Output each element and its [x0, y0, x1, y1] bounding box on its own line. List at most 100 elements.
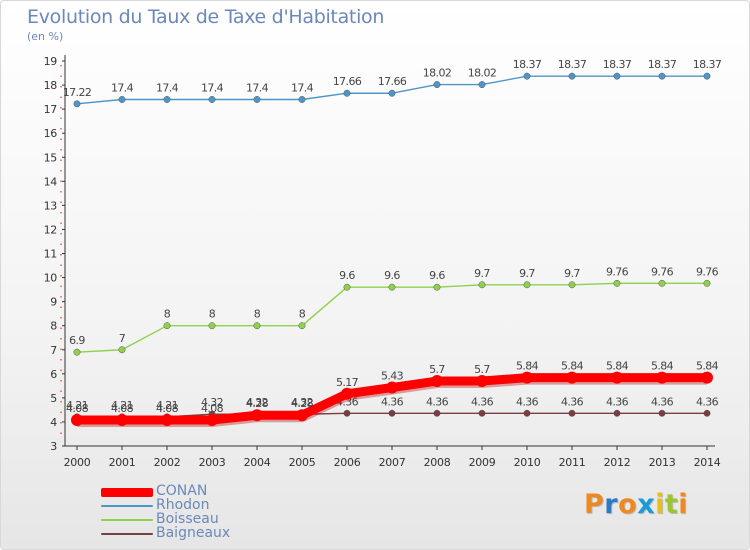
data-point-conan	[521, 371, 533, 384]
data-point-baigneaux	[703, 409, 711, 417]
data-point-rhodon	[613, 72, 621, 80]
y-tick-label: 11	[44, 248, 57, 261]
data-point-boisseau	[73, 348, 81, 356]
data-label-rhodon: 17.4	[291, 82, 314, 95]
series-line-boisseau	[76, 282, 707, 353]
data-point-conan	[386, 381, 398, 394]
y-tick-label: 9	[50, 296, 57, 309]
data-point-rhodon	[73, 100, 81, 108]
x-tick-label: 2013	[649, 456, 676, 469]
data-label-baigneaux: 4.32	[201, 396, 223, 409]
chart-title: Evolution du Taux de Taxe d'Habitation	[27, 6, 385, 28]
y-tick-label: 19	[44, 55, 58, 68]
data-label-baigneaux: 4.36	[381, 395, 404, 408]
data-point-rhodon	[253, 96, 261, 103]
data-label-boisseau: 8	[299, 308, 306, 321]
data-label-boisseau: 9.7	[564, 267, 580, 280]
data-label-boisseau: 7	[119, 332, 126, 345]
data-point-boisseau	[253, 322, 261, 330]
data-point-conan	[611, 371, 623, 384]
x-tick-label: 2002	[154, 456, 181, 469]
data-label-conan: 4.28	[291, 397, 314, 410]
data-label-conan: 4.28	[246, 397, 269, 410]
x-tick-label: 2003	[199, 456, 226, 469]
data-point-rhodon	[703, 72, 711, 80]
y-tick-label: 10	[44, 272, 58, 285]
y-tick-label: 17	[44, 103, 58, 116]
data-point-boisseau	[523, 281, 531, 289]
legend-swatch	[101, 505, 153, 507]
data-point-rhodon	[208, 96, 216, 103]
data-label-baigneaux: 4.36	[561, 395, 584, 408]
data-point-conan	[206, 414, 218, 427]
data-point-boisseau	[478, 281, 486, 289]
data-point-rhodon	[523, 72, 531, 80]
x-tick-label: 2012	[604, 456, 631, 469]
data-label-boisseau: 6.9	[69, 334, 85, 347]
data-label-baigneaux: 4.36	[606, 395, 629, 408]
data-point-baigneaux	[343, 409, 351, 417]
x-tick-label: 2011	[559, 456, 586, 469]
data-label-rhodon: 17.66	[333, 75, 362, 88]
y-tick-label: 5	[50, 392, 57, 405]
data-label-rhodon: 17.4	[111, 82, 134, 95]
logo-letter: r	[604, 489, 619, 520]
data-label-baigneaux: 4.36	[471, 395, 494, 408]
x-tick-label: 2009	[469, 456, 496, 469]
data-label-rhodon: 17.4	[201, 82, 224, 95]
data-label-rhodon: 17.22	[63, 86, 92, 99]
y-tick-label: 18	[44, 79, 58, 92]
data-point-conan	[476, 375, 488, 388]
data-point-conan	[116, 414, 128, 427]
data-point-baigneaux	[658, 409, 666, 417]
logo-letter: t	[664, 489, 679, 520]
data-label-rhodon: 18.37	[693, 58, 722, 71]
x-tick-label: 2006	[334, 456, 361, 469]
data-point-baigneaux	[568, 409, 576, 417]
data-label-conan: 5.43	[381, 370, 404, 383]
data-label-conan: 5.7	[474, 363, 490, 376]
x-tick-label: 2008	[424, 456, 451, 469]
data-label-baigneaux: 4.32	[246, 396, 268, 409]
data-point-boisseau	[208, 322, 216, 330]
data-label-boisseau: 9.6	[384, 269, 400, 282]
data-point-baigneaux	[478, 409, 486, 417]
data-point-boisseau	[568, 281, 576, 289]
data-point-boisseau	[163, 322, 171, 330]
logo-letter: i	[678, 489, 689, 520]
data-label-conan: 5.84	[516, 360, 539, 373]
data-point-boisseau	[298, 322, 306, 330]
data-label-boisseau: 8	[254, 308, 261, 321]
data-label-boisseau: 9.7	[519, 267, 535, 280]
legend-label: Rhodon	[156, 497, 210, 513]
data-label-conan: 5.17	[336, 376, 359, 389]
data-point-conan	[566, 371, 578, 384]
data-point-conan	[701, 371, 713, 384]
data-point-conan	[341, 387, 353, 400]
logo-letter: P	[584, 489, 605, 520]
data-label-rhodon: 17.66	[378, 75, 407, 88]
data-point-baigneaux	[613, 409, 621, 417]
y-tick-label: 14	[44, 175, 58, 188]
data-label-conan: 5.84	[651, 360, 674, 373]
x-tick-label: 2000	[64, 456, 91, 469]
legend-label: Boisseau	[156, 511, 219, 527]
y-tick-label: 13	[44, 199, 58, 212]
chart-subtitle: (en %)	[27, 30, 64, 43]
data-point-rhodon	[298, 96, 306, 103]
data-label-baigneaux: 4.21	[111, 399, 133, 412]
data-point-rhodon	[118, 96, 126, 103]
data-label-baigneaux: 4.36	[696, 395, 719, 408]
legend-swatch	[101, 488, 153, 497]
data-label-conan: 4.08	[66, 402, 89, 415]
data-point-conan	[161, 414, 173, 427]
y-tick-label: 4	[50, 416, 57, 429]
data-label-boisseau: 8	[164, 308, 171, 321]
y-tick-label: 15	[44, 151, 58, 164]
legend-label: CONAN	[156, 483, 208, 499]
data-label-conan: 4.08	[111, 402, 134, 415]
data-point-boisseau	[343, 283, 351, 291]
x-tick-label: 2010	[514, 456, 541, 469]
data-point-boisseau	[433, 283, 441, 291]
data-point-baigneaux	[388, 409, 396, 417]
